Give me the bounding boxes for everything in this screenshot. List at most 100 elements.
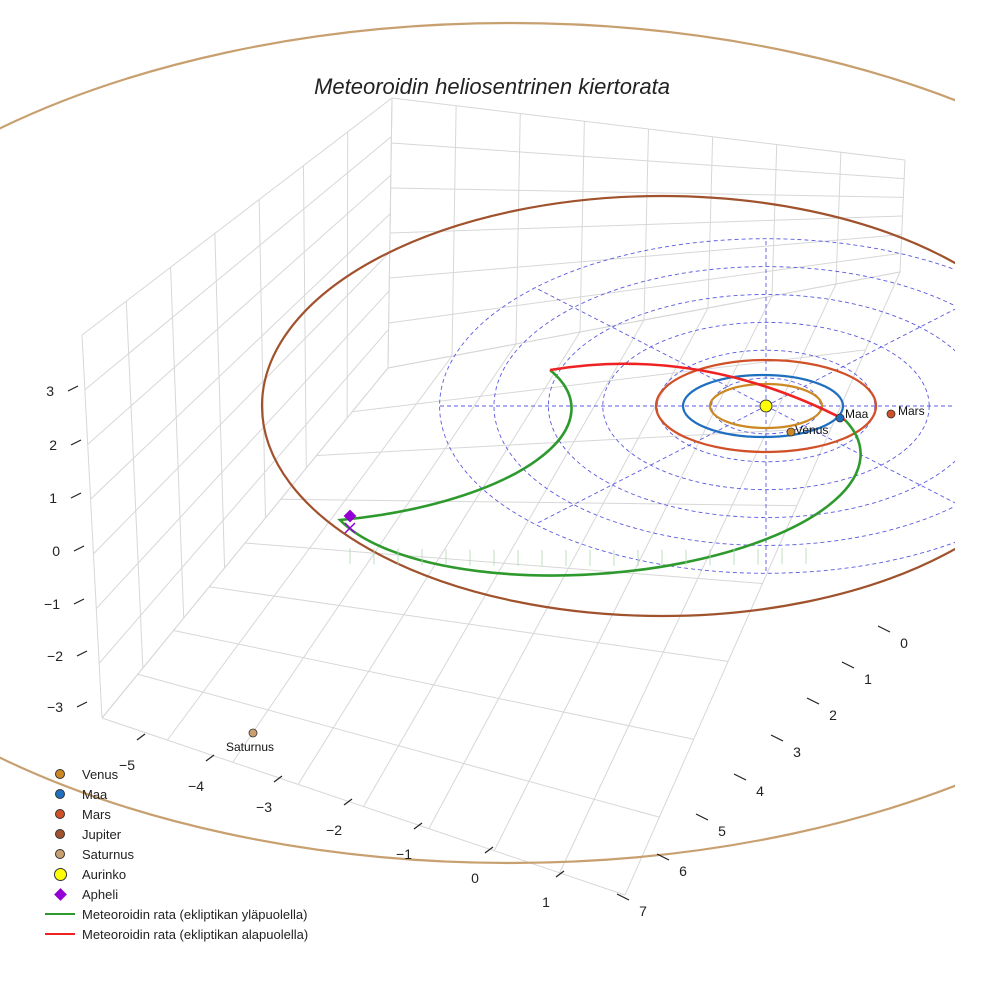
chart-title: Meteoroidin heliosentrinen kiertorata [314, 74, 670, 99]
venus-marker-icon [55, 769, 65, 779]
orbit-lines [0, 22, 955, 864]
z-tick-mark [76, 650, 88, 657]
floor-grid-line [280, 498, 797, 507]
orbit-maa [681, 373, 845, 439]
x-tick-mark [205, 754, 215, 762]
floor-grid-line [244, 542, 763, 584]
left-wall-grid-line [302, 165, 307, 469]
z-tick-mark [73, 598, 85, 605]
left-wall-grid-line [87, 174, 392, 445]
z-tick-mark [67, 385, 79, 392]
back-wall-grid-line [707, 136, 714, 309]
orbit-jupiter [261, 194, 955, 618]
x-tick-mark [136, 733, 146, 741]
venus-marker [786, 427, 796, 437]
x-tick-label: −3 [256, 799, 272, 815]
left-wall-grid-line [95, 290, 390, 609]
legend-item-venus: Venus [40, 764, 308, 784]
y-tick-mark [806, 697, 820, 705]
back-wall-grid-line [451, 105, 457, 357]
z-tick-label: 3 [46, 383, 54, 399]
orbit-mars [654, 358, 878, 454]
legend-label-rata-above: Meteoroidin rata (ekliptikan yläpuolella… [82, 906, 308, 922]
x-tick-mark [413, 822, 423, 830]
floor-grid-line [428, 307, 709, 829]
left-wall-grid-line [84, 136, 392, 391]
maa-marker-icon [55, 789, 65, 799]
legend-item-aurinko: Aurinko [40, 864, 308, 884]
legend: Venus Maa Mars Jupiter Saturnus Aurinko … [40, 764, 308, 944]
jupiter-marker-icon [55, 829, 65, 839]
x-tick-mark [343, 798, 353, 806]
orbit-venus [708, 382, 824, 430]
left-wall-grid-line [125, 301, 144, 669]
legend-item-rata-above: Meteoroidin rata (ekliptikan yläpuolella… [40, 904, 308, 924]
red-line-icon [45, 933, 75, 935]
ecliptic-ring [439, 238, 955, 574]
ecliptic-ring [711, 377, 821, 435]
legend-item-maa: Maa [40, 784, 308, 804]
legend-label-mars: Mars [82, 806, 111, 822]
saturnus-marker [248, 728, 258, 738]
legend-label-jupiter: Jupiter [82, 826, 122, 842]
axis-ticks: −3 −2 −1 0 1 2 3 −5 −4 −3 −2 −1 0 1 0 1 2 3 4 5 6 7 [44, 383, 908, 919]
back-wall-grid-line [771, 144, 778, 297]
left-wall-grid-line [98, 329, 389, 664]
aphelion-marker-icon [53, 887, 67, 901]
legend-item-mars: Mars [40, 804, 308, 824]
left-wall-grid-line [170, 267, 185, 619]
x-tick-label: −4 [188, 778, 204, 794]
green-line-icon [45, 913, 75, 915]
back-wall-grid-line [643, 128, 649, 321]
floor-grid-line [624, 271, 901, 896]
legend-label-saturnus: Saturnus [82, 846, 135, 862]
left-wall-grid-line [81, 334, 103, 719]
maa-label: Maa [845, 407, 869, 421]
x-tick-label: −2 [326, 822, 342, 838]
legend-label-maa: Maa [82, 786, 108, 802]
left-wall-grid-line [90, 213, 391, 500]
y-tick-mark [877, 625, 891, 633]
z-tick-label: 2 [49, 437, 57, 453]
back-wall-grid-line [899, 159, 906, 273]
back-wall-grid-line [515, 113, 521, 345]
meteoroid-orbit-above [337, 368, 862, 577]
legend-item-jupiter: Jupiter [40, 824, 308, 844]
y-tick-mark [733, 773, 747, 781]
z-tick-label: −2 [47, 648, 63, 664]
z-tick-label: 0 [52, 543, 60, 559]
legend-item-apheli: Apheli [40, 884, 308, 904]
ecliptic-spoke [534, 287, 767, 407]
z-tick-mark [76, 701, 88, 708]
left-wall-grid-line [214, 233, 226, 569]
floor-grid-line [352, 349, 866, 413]
y-tick-label: 0 [900, 635, 908, 651]
ecliptic-ring [493, 266, 955, 546]
y-tick-mark [656, 853, 670, 861]
left-wall-grid-line [93, 251, 391, 555]
legend-item-saturnus: Saturnus [40, 844, 308, 864]
y-tick-mark [841, 661, 855, 669]
z-tick-label: −3 [47, 699, 63, 715]
y-tick-mark [770, 734, 784, 742]
ecliptic-spoke [765, 405, 955, 504]
x-tick-mark [555, 870, 565, 878]
meteoroid-orbit-below [549, 362, 846, 422]
ecliptic-spoke [534, 405, 767, 525]
legend-label-apheli: Apheli [82, 886, 119, 902]
z-tick-mark [70, 492, 82, 499]
z-tick-label: −1 [44, 596, 60, 612]
floor-grid-line [493, 295, 773, 851]
venus-label: Venus [795, 423, 828, 437]
sun-marker [759, 399, 773, 413]
x-tick-label: 1 [542, 894, 550, 910]
y-tick-label: 3 [793, 744, 801, 760]
sun-marker-icon [53, 867, 67, 881]
legend-label-rata-below: Meteoroidin rata (ekliptikan alapuolella… [82, 926, 309, 942]
legend-item-rata-below: Meteoroidin rata (ekliptikan alapuolella… [40, 924, 308, 944]
y-tick-label: 7 [639, 903, 647, 919]
maa-marker [835, 413, 845, 423]
ecliptic-grid [439, 238, 955, 574]
y-tick-label: 4 [756, 783, 764, 799]
